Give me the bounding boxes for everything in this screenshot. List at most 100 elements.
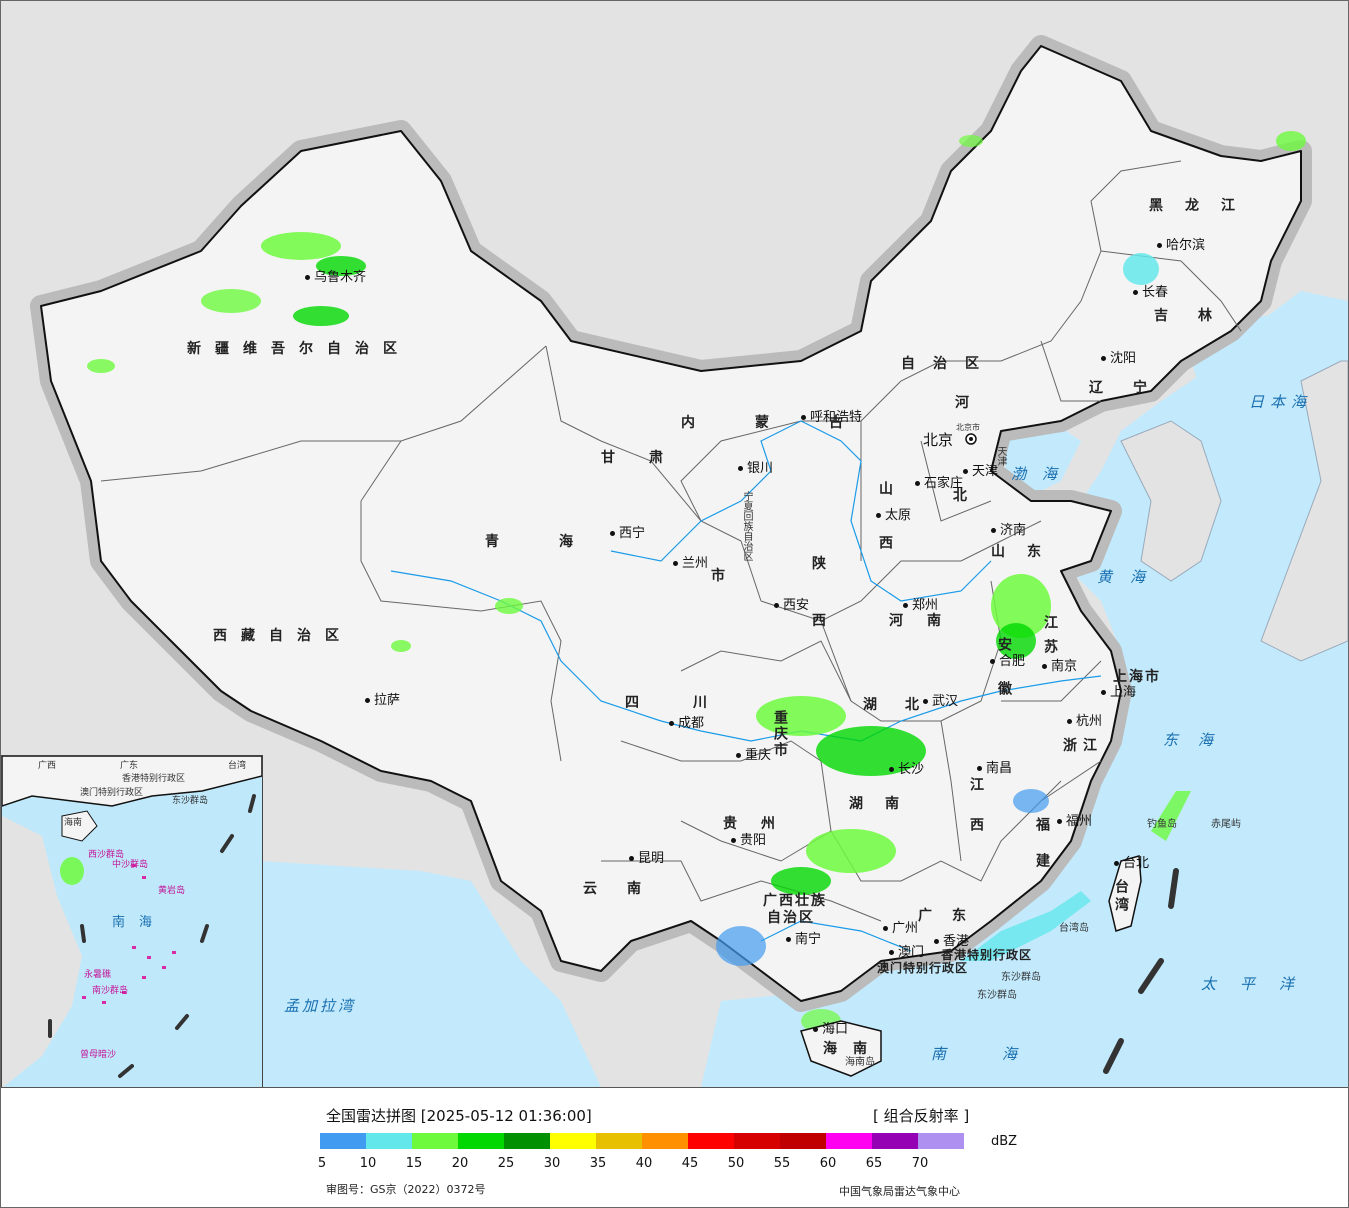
scale-tick-label: 45 <box>681 1156 699 1171</box>
city-changsha: 长沙 <box>889 763 924 777</box>
sea-label-taipingyang: 太平洋 <box>1201 975 1319 993</box>
color-swatch <box>366 1133 412 1149</box>
city-kunming: 昆明 <box>629 852 664 866</box>
city-shanghai: 上海 <box>1101 686 1136 700</box>
province-label-neimenggu-a: 内蒙古 <box>681 415 903 431</box>
inset-label-xisha: 西沙群岛 <box>88 850 125 860</box>
inset-label-nanhai: 南海 <box>112 915 167 930</box>
island-label-hainandao: 海南岛 <box>845 1057 875 1068</box>
map-approval-number: 审图号：GS京（2022）0372号 <box>326 1183 486 1196</box>
scale-tick-label: 55 <box>773 1156 791 1171</box>
radar-echoes <box>87 131 1306 1033</box>
island-label-dongsha-a: 东沙群岛 <box>1001 972 1041 983</box>
scale-tick-label: 40 <box>635 1156 653 1171</box>
color-swatch <box>458 1133 504 1149</box>
inset-label-zhongsha: 中沙群岛 <box>112 860 149 870</box>
city-shenyang: 沈阳 <box>1101 352 1136 366</box>
color-swatch <box>734 1133 780 1149</box>
city-nanchang: 南昌 <box>977 762 1012 776</box>
province-label-qinghai: 青海 <box>485 534 633 550</box>
city-guangzhou: 广州 <box>883 922 918 936</box>
province-label-guangdong: 广东 <box>918 908 986 924</box>
city-zhengzhou: 郑州 <box>903 599 938 613</box>
color-swatch <box>918 1133 964 1149</box>
inset-label-hongkong: 香港特别行政区 <box>122 774 186 784</box>
province-label-ningxia: 宁夏回族自治区 <box>741 491 752 561</box>
province-label-macau: 澳门特别行政区 <box>877 961 969 975</box>
province-label-anhui: 安徽 <box>996 637 1012 725</box>
color-swatch <box>688 1133 734 1149</box>
province-label-gansu: 甘肃 <box>601 450 697 466</box>
city-wuhan: 武汉 <box>923 695 958 709</box>
province-label-gansu-shi: 市 <box>711 568 739 584</box>
color-scale-ticks: 5 10 15 20 25 30 35 40 45 50 55 60 65 70 <box>317 1156 980 1172</box>
city-lhasa: 拉萨 <box>365 694 400 708</box>
province-label-heilongjiang: 黑龙江 <box>1149 198 1257 214</box>
city-chongqing: 重庆 <box>736 749 771 763</box>
province-label-guizhou: 贵州 <box>723 816 799 832</box>
province-label-xizang: 西藏自治区 <box>213 628 353 644</box>
province-label-zhejiang: 浙江 <box>1063 738 1103 754</box>
scale-tick-label: 5 <box>317 1156 327 1171</box>
inset-label-macau: 澳门特别行政区 <box>80 788 144 798</box>
rivers <box>390 420 1102 952</box>
city-lanzhou: 兰州 <box>673 557 708 571</box>
city-chengdu: 成都 <box>669 717 704 731</box>
city-taiyuan: 太原 <box>876 509 911 523</box>
scale-tick-label: 25 <box>497 1156 515 1171</box>
inset-label-nansha: 南沙群岛 <box>92 986 129 996</box>
scale-tick-label: 60 <box>819 1156 837 1171</box>
sea-label-donghai: 东海 <box>1163 731 1234 749</box>
city-yinchuan: 银川 <box>738 462 773 476</box>
scale-tick-label: 65 <box>865 1156 883 1171</box>
city-beijing: 北京 <box>923 431 954 449</box>
scale-tick-label: 70 <box>911 1156 929 1171</box>
color-swatch <box>780 1133 826 1149</box>
south-china-sea-inset: 广西 广东 香港特别行政区 澳门特别行政区 台湾 海南 西沙群岛 中沙群岛 黄岩… <box>1 755 263 1087</box>
sea-label-ribenhai: 日本海 <box>1249 393 1313 411</box>
island-label-taiwandao: 台湾岛 <box>1059 923 1089 934</box>
province-label-jiangxi: 江西 <box>968 777 984 857</box>
province-label-xinjiang: 新疆维吾尔自治区 <box>187 341 411 357</box>
inset-label-dongsha: 东沙群岛 <box>172 796 209 806</box>
province-label-guangxi-a: 广西壮族 <box>763 893 827 909</box>
province-label-hebei-b: 北 <box>953 488 981 504</box>
legend-unit: dBZ <box>991 1134 1018 1149</box>
province-label-liaoning: 辽宁 <box>1089 380 1177 396</box>
city-xining: 西宁 <box>610 527 645 541</box>
scale-tick-label: 10 <box>359 1156 377 1171</box>
city-hefei: 合肥 <box>990 655 1025 669</box>
city-harbin: 哈尔滨 <box>1157 239 1205 253</box>
city-nanjing: 南京 <box>1042 660 1077 674</box>
scale-tick-label: 15 <box>405 1156 423 1171</box>
color-swatch <box>872 1133 918 1149</box>
province-label-shaanxi-b: 西 <box>812 613 840 629</box>
inset-label-yongshujiao: 永暑礁 <box>84 970 112 980</box>
province-label-beijing: 北京市 <box>956 423 980 432</box>
inset-canvas <box>2 756 262 1087</box>
legend-title: 全国雷达拼图 [2025-05-12 01:36:00] <box>326 1107 592 1125</box>
province-borders <box>100 160 1242 922</box>
province-label-hainan: 海南 <box>823 1041 883 1057</box>
city-urumqi: 乌鲁木齐 <box>305 271 366 285</box>
city-hohhot: 呼和浩特 <box>801 411 862 425</box>
color-swatch <box>550 1133 596 1149</box>
province-label-guangxi-b: 自治区 <box>767 910 815 926</box>
city-nanning: 南宁 <box>786 933 821 947</box>
color-swatch <box>826 1133 872 1149</box>
province-label-hongkong: 香港特别行政区 <box>941 948 1033 962</box>
inset-label-hainan: 海南 <box>64 818 83 828</box>
color-swatch <box>504 1133 550 1149</box>
color-swatch <box>320 1133 366 1149</box>
color-scale <box>320 1133 964 1149</box>
dash-line <box>1103 868 1179 1074</box>
province-label-hunan: 湖南 <box>849 796 921 812</box>
island-label-chiweiyu: 赤尾屿 <box>1211 819 1241 830</box>
japan-land <box>1260 360 1348 662</box>
sea-label-nanhai: 南海 <box>931 1045 1074 1063</box>
city-shijiazhuang: 石家庄 <box>915 477 963 491</box>
scale-tick-label: 20 <box>451 1156 469 1171</box>
legend-panel: 全国雷达拼图 [2025-05-12 01:36:00] [ 组合反射率 ] d… <box>1 1088 1348 1207</box>
korea-land <box>1120 420 1222 582</box>
